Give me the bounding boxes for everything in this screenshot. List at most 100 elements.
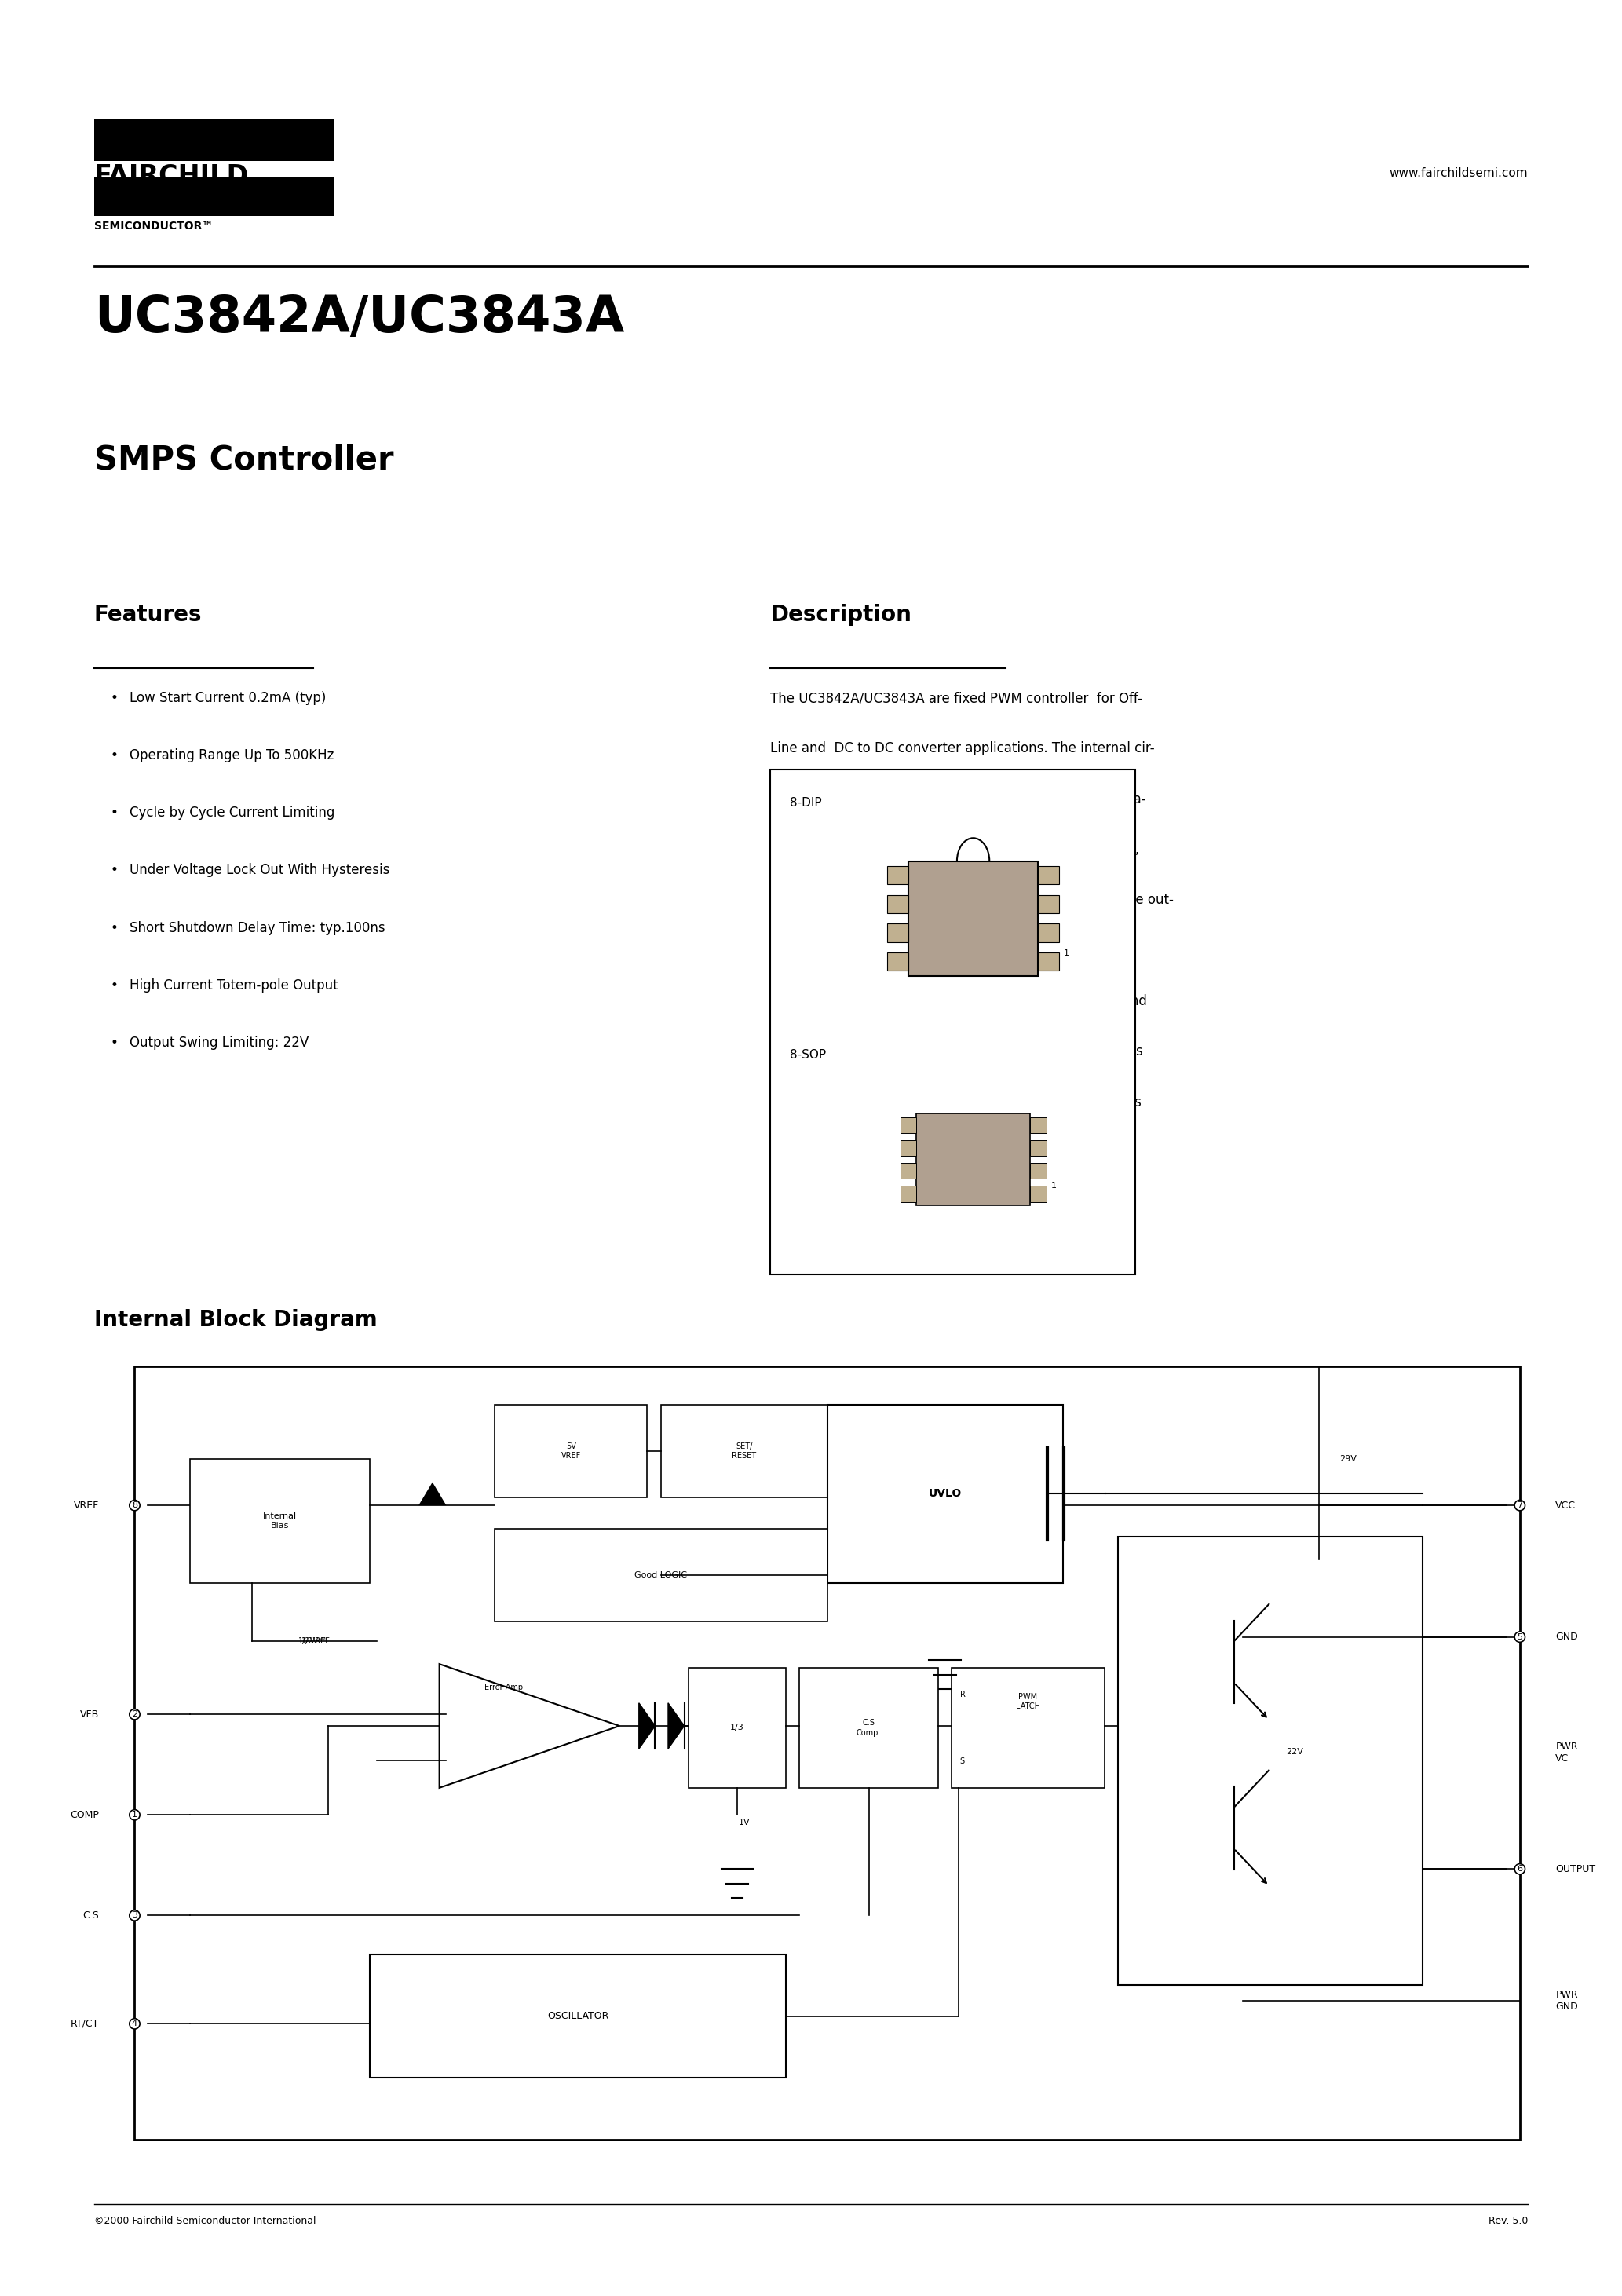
Text: S: S [960, 1756, 965, 1766]
Text: 7: 7 [1517, 1502, 1523, 1508]
Bar [1038, 953, 1059, 971]
Text: SET/
RESET: SET/ RESET [732, 1442, 756, 1460]
Bar [827, 1405, 1062, 1582]
Text: 8.4V(on) and 7.6V(off). The UC3842A and UC3843A can: 8.4V(on) and 7.6V(off). The UC3842A and … [770, 1146, 1134, 1159]
Text: High Current Totem-pole Output: High Current Totem-pole Output [130, 978, 339, 992]
Text: Error Amp: Error Amp [485, 1683, 522, 1692]
Text: Operating Range Up To 500KHz: Operating Range Up To 500KHz [130, 748, 334, 762]
Text: 8-DIP: 8-DIP [790, 797, 822, 808]
Text: 8-SOP: 8-SOP [790, 1049, 826, 1061]
Bar [900, 1185, 916, 1203]
Bar [770, 769, 1135, 1274]
Polygon shape [639, 1704, 655, 1750]
Text: 3: 3 [131, 1913, 138, 1919]
Text: Output Swing Limiting: 22V: Output Swing Limiting: 22V [130, 1035, 308, 1049]
Bar [495, 1405, 647, 1497]
Text: Description: Description [770, 604, 912, 627]
Text: PWM
LATCH: PWM LATCH [1015, 1692, 1040, 1711]
Text: Internal Block Diagram: Internal Block Diagram [94, 1309, 378, 1332]
Bar [887, 895, 908, 914]
Text: The UC3842A/UC3843A are fixed PWM controller  for Off-: The UC3842A/UC3843A are fixed PWM contro… [770, 691, 1142, 705]
Text: 1/3: 1/3 [730, 1724, 744, 1731]
Text: Line and  DC to DC converter applications. The internal cir-: Line and DC to DC converter applications… [770, 742, 1155, 755]
Text: put for driving a POWER MOSFET. Also UC3842A/: put for driving a POWER MOSFET. Also UC3… [770, 944, 1088, 957]
Bar [1030, 1185, 1046, 1203]
Polygon shape [418, 1483, 446, 1506]
Text: 4: 4 [131, 2020, 138, 2027]
Text: ©2000 Fairchild Semiconductor International: ©2000 Fairchild Semiconductor Internatio… [94, 2216, 316, 2225]
Bar [1030, 1116, 1046, 1132]
Bar [916, 1114, 1030, 1205]
Text: Under Voltage Lock Out With Hysteresis: Under Voltage Lock Out With Hysteresis [130, 863, 389, 877]
Text: •: • [110, 863, 118, 877]
Bar [1118, 1536, 1422, 1986]
Text: Short Shutdown Delay Time: typ.100ns: Short Shutdown Delay Time: typ.100ns [130, 921, 386, 934]
Bar [495, 1529, 827, 1621]
Text: •: • [110, 921, 118, 934]
Text: OSCILLATOR: OSCILLATOR [547, 2011, 608, 2020]
Text: VFB: VFB [79, 1708, 99, 1720]
Text: Good LOGIC: Good LOGIC [634, 1570, 688, 1580]
Text: 5V
VREF: 5V VREF [561, 1442, 581, 1460]
Text: Cycle by Cycle Current Limiting: Cycle by Cycle Current Limiting [130, 806, 336, 820]
Text: •: • [110, 748, 118, 762]
Text: 1: 1 [1051, 1182, 1056, 1189]
Text: Features: Features [94, 604, 203, 627]
Text: UC3843A provide low start up  current  below 0.3mA  and: UC3843A provide low start up current bel… [770, 994, 1147, 1008]
Bar [662, 1405, 827, 1497]
Bar [1030, 1141, 1046, 1157]
Text: 2: 2 [131, 1711, 138, 1717]
Text: GND: GND [1555, 1632, 1578, 1642]
Bar [1030, 1162, 1046, 1180]
Text: Rev. 5.0: Rev. 5.0 [1489, 2216, 1528, 2225]
Text: 29V: 29V [1340, 1456, 1358, 1463]
Bar [908, 861, 1038, 976]
Text: PWR
GND: PWR GND [1555, 1991, 1578, 2011]
Text: VCC: VCC [1555, 1499, 1577, 1511]
Text: 8: 8 [131, 1502, 138, 1508]
Bar [94, 177, 334, 216]
Bar [190, 1458, 370, 1582]
Bar [900, 1116, 916, 1132]
Bar [952, 1667, 1105, 1789]
Bar [887, 923, 908, 941]
Text: Internal
Bias: Internal Bias [263, 1513, 297, 1529]
Text: current sensing comparator, and high current totem-pole out-: current sensing comparator, and high cur… [770, 893, 1174, 907]
Text: RT/CT: RT/CT [70, 2018, 99, 2030]
Text: COMP: COMP [70, 1809, 99, 1821]
Bar [1038, 866, 1059, 884]
Text: operate within 100% duty cycle.: operate within 100% duty cycle. [770, 1196, 981, 1210]
Text: 1: 1 [131, 1812, 138, 1818]
Text: 1/2VREF: 1/2VREF [298, 1637, 331, 1644]
Text: 1V: 1V [738, 1818, 749, 1828]
Bar [800, 1667, 938, 1789]
Text: 1/2Vᴬᴹᶠ: 1/2Vᴬᴹᶠ [302, 1637, 328, 1644]
Bar [900, 1162, 916, 1180]
Text: 1: 1 [1064, 951, 1069, 957]
Text: short shutdown delay time typ. 100ns. The UC3842A has: short shutdown delay time typ. 100ns. Th… [770, 1045, 1144, 1058]
Text: ture compensated  reference, high  gain error  amplifier,: ture compensated reference, high gain er… [770, 843, 1140, 856]
Text: FAIRCHILD: FAIRCHILD [94, 163, 248, 188]
Text: cuits include  UVLO, low start up current circuit, tempera-: cuits include UVLO, low start up current… [770, 792, 1147, 806]
Text: SMPS Controller: SMPS Controller [94, 443, 394, 475]
Bar [1038, 923, 1059, 941]
Text: R: R [960, 1690, 965, 1699]
Text: •: • [110, 806, 118, 820]
Bar [370, 1954, 785, 2078]
Polygon shape [668, 1704, 684, 1750]
Text: UVLO: UVLO [928, 1488, 962, 1499]
Bar [887, 953, 908, 971]
Text: OUTPUT: OUTPUT [1555, 1864, 1596, 1874]
Text: 5: 5 [1517, 1632, 1523, 1642]
Text: VREF: VREF [73, 1499, 99, 1511]
Text: C.S: C.S [83, 1910, 99, 1919]
Text: C.S
Comp.: C.S Comp. [856, 1720, 881, 1736]
Text: 6: 6 [1517, 1864, 1523, 1874]
Text: 22V: 22V [1286, 1747, 1302, 1756]
Text: •: • [110, 978, 118, 992]
Text: www.fairchildsemi.com: www.fairchildsemi.com [1390, 168, 1528, 179]
Text: SEMICONDUCTOR™: SEMICONDUCTOR™ [94, 220, 212, 232]
Bar [900, 1141, 916, 1157]
Text: UC3842A/UC3843A: UC3842A/UC3843A [94, 294, 624, 342]
Text: UVLO threshold of 16V(on) and 10V(off). The UC3843A is: UVLO threshold of 16V(on) and 10V(off). … [770, 1095, 1142, 1109]
